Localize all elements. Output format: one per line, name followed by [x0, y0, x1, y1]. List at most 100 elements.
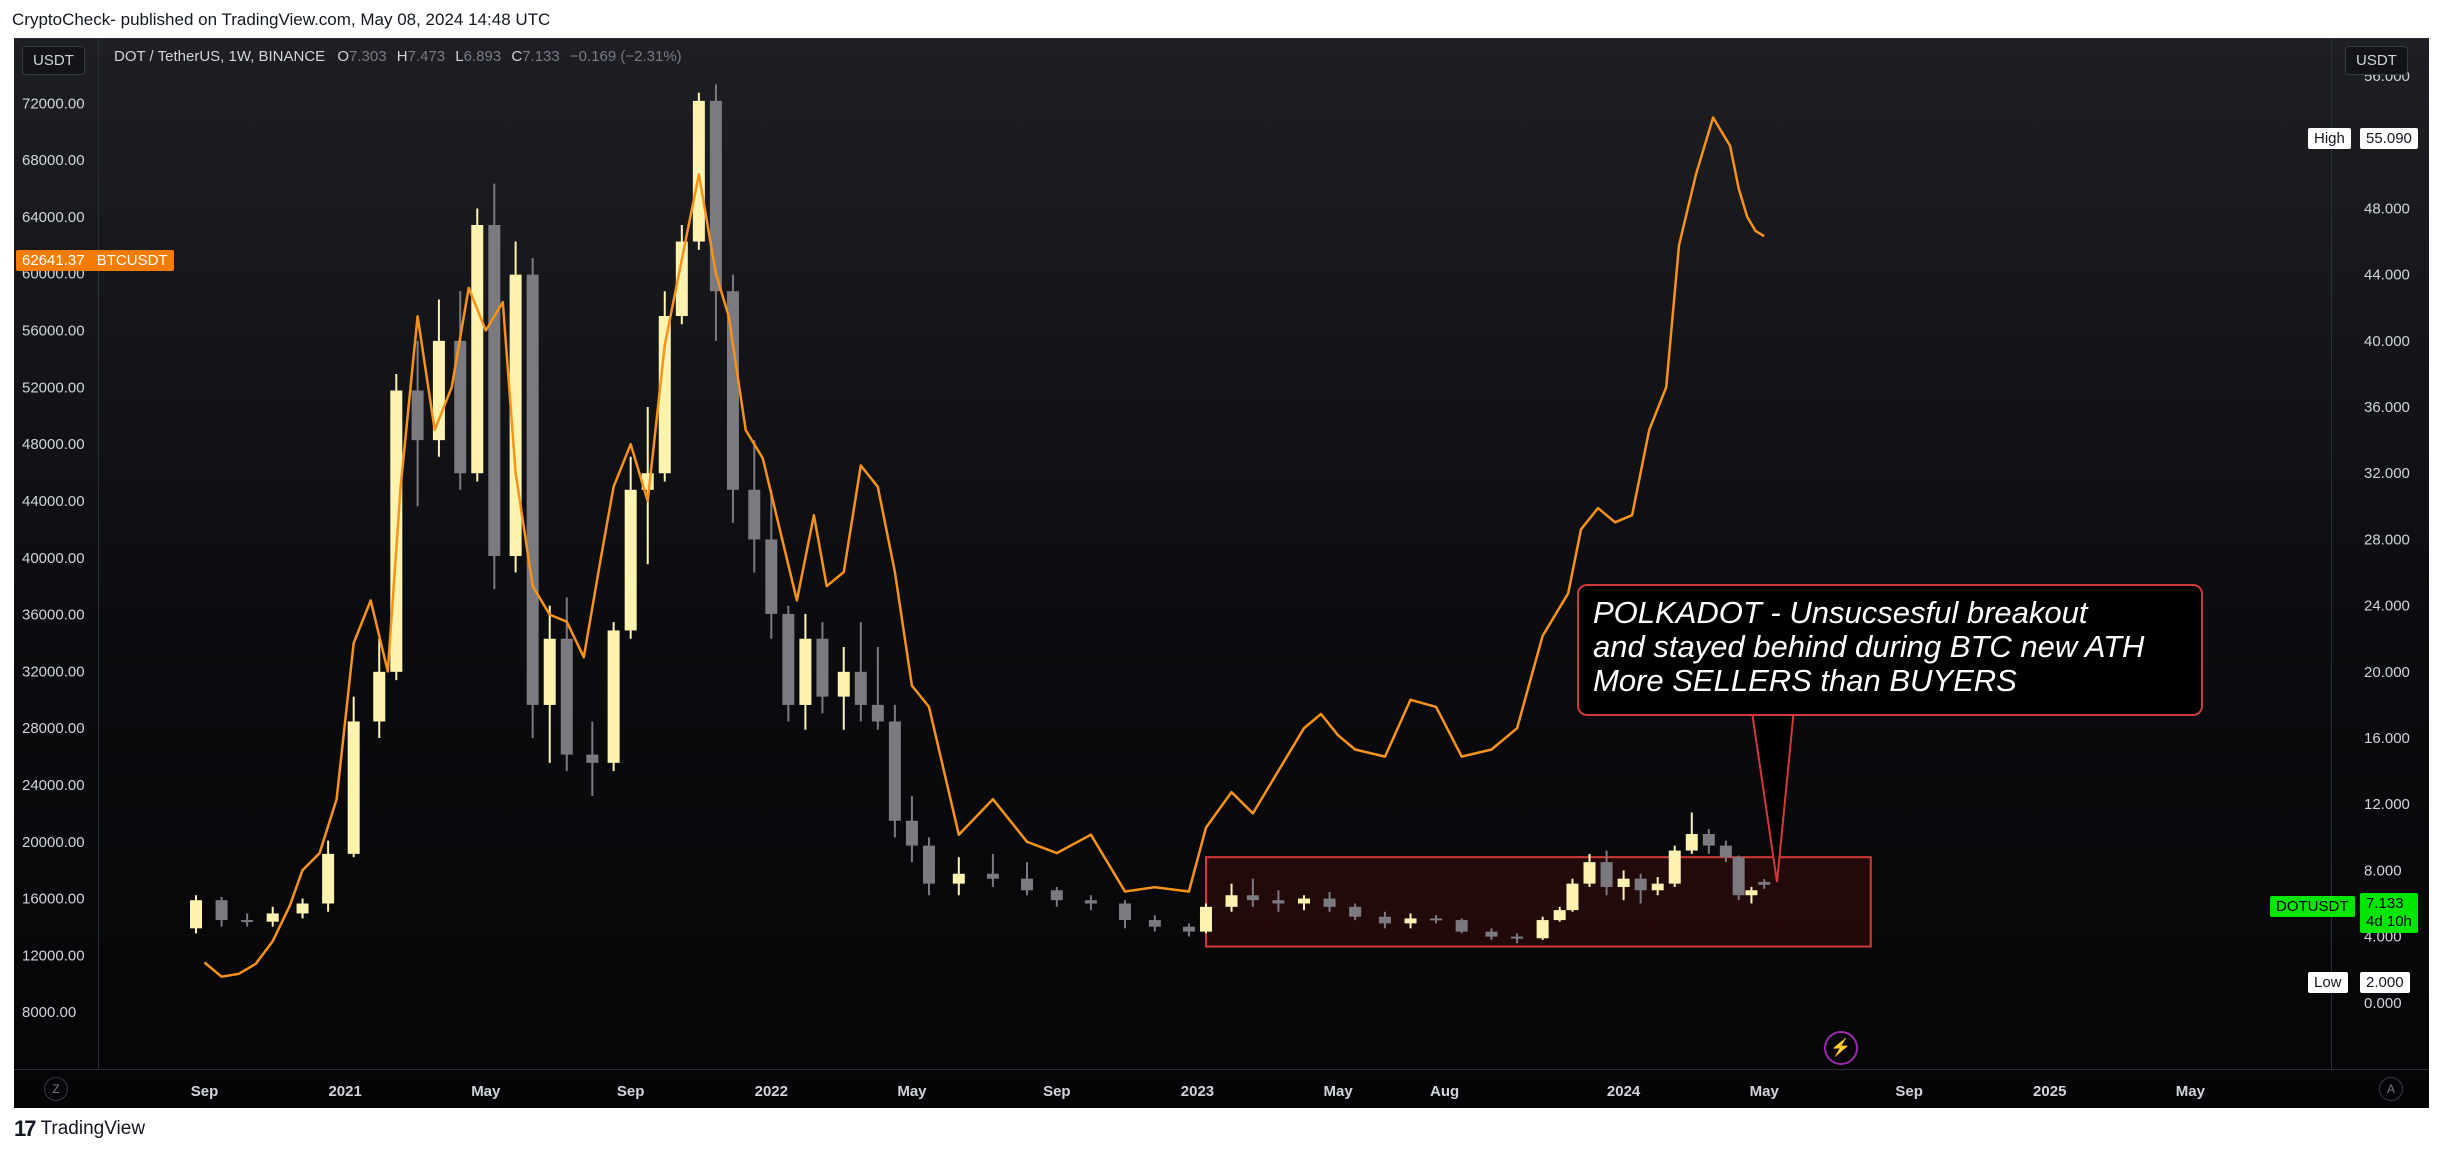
open-value: 7.303 [349, 48, 387, 65]
candle-body [888, 721, 901, 821]
callout-line-3: More SELLERS than BUYERS [1593, 663, 2017, 698]
right-axis-tick-label: 32.000 [2364, 465, 2410, 482]
candle-body [816, 638, 829, 697]
left-axis-tick-label: 32000.00 [22, 663, 85, 680]
candle-body [1600, 862, 1613, 887]
tradingview-logo[interactable]: 17 TradingView [14, 1116, 145, 1142]
time-axis-tick-label: Sep [1043, 1083, 1071, 1100]
candle-body [905, 820, 918, 846]
candle-body [837, 671, 850, 697]
time-axis-tick-label: May [2176, 1083, 2206, 1100]
candle-body [1745, 890, 1758, 896]
candle-body [347, 721, 360, 854]
footer [0, 1108, 2443, 1155]
candle-body [1583, 862, 1596, 884]
left-axis-tick-label: 64000.00 [22, 209, 85, 226]
left-axis-tick-label: 44000.00 [22, 493, 85, 510]
symbol-name[interactable]: DOT / TetherUS, 1W, BINANCE [114, 48, 326, 65]
candle-body [1050, 890, 1063, 901]
dot-last-price-value: 7.133 [2366, 895, 2404, 912]
candle-body [432, 340, 445, 441]
candle-body [1758, 881, 1771, 885]
candle-body [296, 903, 309, 914]
right-axis-border [2331, 38, 2332, 1069]
candle-body [952, 873, 965, 884]
close-label: C [511, 48, 523, 65]
candle-body [1634, 878, 1647, 891]
right-axis-tick-label: 48.000 [2364, 200, 2410, 217]
right-axis-tick-label: 24.000 [2364, 598, 2410, 615]
candle-body [871, 704, 884, 722]
candle-body [748, 489, 761, 540]
candle-body [586, 754, 599, 763]
candle-body [1553, 910, 1566, 921]
candle-body [765, 539, 778, 614]
open-label: O [337, 48, 350, 65]
candle-body [411, 390, 424, 441]
candle-body [1702, 834, 1715, 846]
candle-body [658, 316, 671, 474]
candle-body [692, 100, 705, 242]
candle-body [1323, 898, 1336, 907]
btc-symbol-tag: BTCUSDT [96, 252, 168, 269]
chart-canvas[interactable]: 72000.0068000.0064000.0060000.0056000.00… [14, 38, 2429, 1108]
candle-body [241, 920, 254, 923]
low-value: 6.893 [463, 48, 502, 65]
frame-top-border [14, 38, 2429, 39]
high-label: H [396, 48, 408, 65]
right-axis-currency-button[interactable]: USDT [2345, 46, 2408, 75]
tradingview-logo-text: TradingView [40, 1118, 146, 1139]
left-axis-tick-label: 52000.00 [22, 379, 85, 396]
candle-body [488, 225, 501, 556]
time-axis-border [14, 1069, 2429, 1070]
candle-body [1272, 900, 1285, 904]
time-axis-tick-label: 2023 [1181, 1083, 1214, 1100]
dot-last-price-tag: 7.133 4d 10h [2360, 893, 2418, 933]
time-axis-tick-label: 2022 [755, 1083, 788, 1100]
candle-body [1378, 916, 1391, 924]
close-value: 7.133 [522, 48, 560, 65]
time-axis-tick-label: May [1750, 1083, 1780, 1100]
time-axis-tick-label: May [897, 1083, 927, 1100]
left-axis-border [98, 38, 99, 1069]
candle-body [726, 291, 739, 490]
callout-box[interactable]: POLKADOT - Unsucsesful breakout and stay… [1577, 584, 2203, 716]
candle-body [1182, 926, 1195, 932]
auto-scale-right-button[interactable]: A [2379, 1077, 2403, 1101]
candle-body [624, 489, 637, 631]
high-label-tag: High [2308, 128, 2351, 149]
left-axis-tick-label: 36000.00 [22, 607, 85, 624]
candle-body [1719, 845, 1732, 858]
lightning-icon[interactable]: ⚡ [1824, 1031, 1858, 1065]
candle-body [1404, 918, 1417, 924]
candle-body [543, 638, 556, 705]
auto-scale-left-button[interactable]: Z [44, 1077, 68, 1101]
left-axis-tick-label: 20000.00 [22, 834, 85, 851]
time-axis-tick-label: May [1323, 1083, 1353, 1100]
candle-body [1199, 906, 1212, 932]
left-axis-currency-button[interactable]: USDT [22, 46, 85, 75]
candle-body [675, 241, 688, 317]
low-label-tag: Low [2308, 972, 2348, 993]
time-axis-tick-label: 2024 [1607, 1083, 1641, 1100]
btc-price-line [203, 116, 1765, 978]
candle-body [1119, 903, 1132, 921]
candle-body [373, 671, 386, 722]
candle-body [1020, 878, 1033, 891]
time-axis-tick-label: Aug [1430, 1083, 1459, 1100]
chart-frame[interactable]: 72000.00 68000.00 64000.00 60000.00 56000.00… [14, 38, 2429, 1108]
left-axis-tick-label: 12000.00 [22, 947, 85, 964]
time-axis-tick-label: 2025 [2033, 1083, 2066, 1100]
right-axis-tick-label: 8.000 [2364, 862, 2402, 879]
publish-header: CryptoCheck- published on TradingView.co… [0, 0, 2443, 38]
candle-body [1536, 920, 1549, 939]
candle-body [1084, 900, 1097, 904]
dot-candle-countdown: 4d 10h [2366, 913, 2412, 930]
candle-body [799, 638, 812, 705]
candle-body [1349, 906, 1362, 917]
low-label: L [455, 48, 464, 65]
high-value-tag: 55.090 [2360, 128, 2418, 149]
left-axis-tick-label: 8000.00 [22, 1004, 76, 1021]
right-axis-tick-label: 20.000 [2364, 664, 2410, 681]
candle-body [1485, 931, 1498, 937]
